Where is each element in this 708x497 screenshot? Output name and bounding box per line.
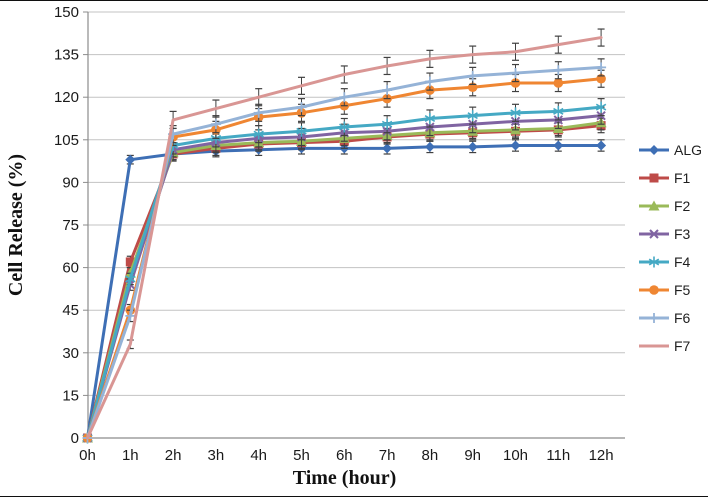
legend-marker-F2 — [639, 200, 669, 210]
legend-label-F3: F3 — [674, 225, 691, 242]
series-F6 — [82, 58, 607, 443]
legend-marker-F7 — [639, 344, 669, 347]
x-tick-label: 0h — [79, 447, 96, 464]
legend-item-ALG: ALG — [638, 141, 703, 158]
x-tick-label: 1h — [122, 447, 139, 464]
legend-marker-F3 — [639, 228, 669, 239]
legend-label-F6: F6 — [674, 309, 691, 326]
legend-label-F4: F4 — [674, 253, 691, 270]
gridlines — [88, 11, 625, 396]
legend-marker-F4 — [639, 256, 669, 267]
y-tick-label: 150 — [54, 4, 79, 21]
y-tick-label: 60 — [62, 260, 79, 277]
x-tick-label: 6h — [336, 447, 353, 464]
x-tick-label: 8h — [422, 447, 439, 464]
y-tick-label: 15 — [62, 387, 79, 404]
y-tick-label: 90 — [62, 174, 79, 191]
legend-item-F6: F6 — [638, 309, 702, 326]
legend: ALG F1 F2 F3 F4 F5 F6 F7 — [638, 141, 703, 354]
series-F1 — [83, 117, 606, 443]
y-tick-label: 0 — [71, 430, 79, 447]
x-axis: 0h 1h 2h 3h 4h 5h 6h 7h 8h 9h 10h 11h 12h — [79, 437, 625, 464]
x-tick-label: 7h — [379, 447, 396, 464]
legend-label-F1: F1 — [674, 169, 691, 186]
y-axis-title: Cell Release (%) — [5, 153, 27, 297]
legend-marker-F6 — [639, 312, 669, 323]
legend-item-F1: F1 — [638, 169, 702, 186]
series-F2 — [82, 115, 607, 443]
series-F7 — [86, 28, 605, 440]
y-tick-label: 135 — [54, 47, 79, 64]
legend-item-F7: F7 — [638, 337, 702, 354]
legend-marker-F1 — [639, 173, 669, 182]
legend-item-F3: F3 — [638, 225, 702, 242]
x-tick-label: 2h — [165, 447, 182, 464]
x-tick-label: 3h — [208, 447, 225, 464]
y-axis: 0 15 30 45 60 75 90 105 120 135 150 — [54, 4, 89, 447]
x-tick-label: 4h — [250, 447, 267, 464]
legend-label-F2: F2 — [674, 197, 691, 214]
x-tick-label: 12h — [589, 447, 614, 464]
x-axis-title: Time (hour) — [292, 467, 397, 489]
legend-label-ALG: ALG — [674, 141, 703, 158]
legend-marker-F5 — [639, 284, 669, 295]
legend-item-F5: F5 — [638, 281, 702, 298]
x-tick-label: 9h — [464, 447, 481, 464]
legend-item-F2: F2 — [638, 197, 702, 214]
legend-label-F7: F7 — [674, 337, 691, 354]
series-F3 — [82, 106, 606, 443]
legend-item-F4: F4 — [638, 253, 702, 270]
y-tick-label: 105 — [54, 132, 79, 149]
y-tick-label: 120 — [54, 89, 79, 106]
x-tick-label: 5h — [293, 447, 310, 464]
y-tick-label: 30 — [62, 345, 79, 362]
y-tick-label: 45 — [62, 302, 79, 319]
legend-marker-ALG — [639, 144, 669, 155]
x-tick-label: 10h — [503, 447, 528, 464]
y-tick-label: 75 — [62, 217, 79, 234]
x-tick-label: 11h — [546, 447, 570, 464]
legend-label-F5: F5 — [674, 281, 691, 298]
